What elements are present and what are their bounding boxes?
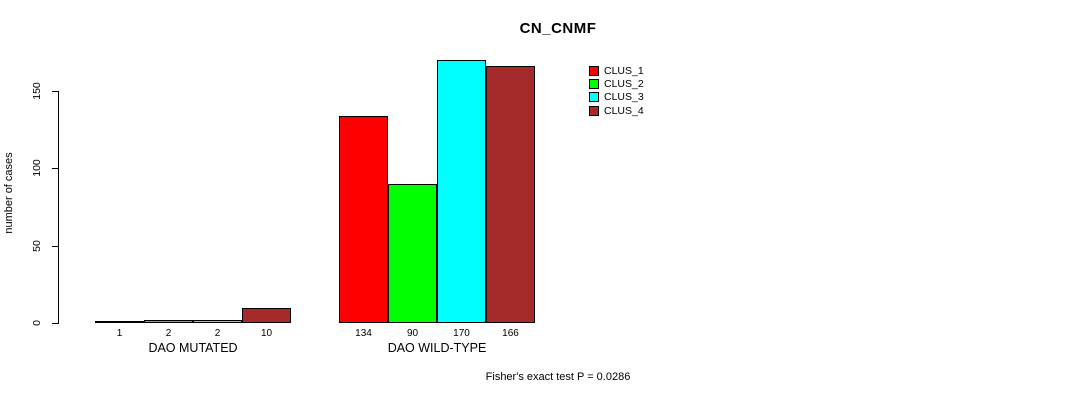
y-tick-label: 50 [31,239,43,252]
y-axis-tick [52,245,58,247]
legend-label: CLUS_4 [604,104,644,117]
legend-label: CLUS_1 [604,64,644,77]
y-axis-tick [52,323,58,324]
y-tick-label: 150 [31,82,43,100]
bar-clus_1 [95,321,144,323]
legend-label: CLUS_3 [604,91,644,104]
legend-label: CLUS_2 [604,77,644,90]
y-axis-line [58,90,59,324]
bar-value-label: 170 [453,328,470,339]
bar-value-label: 10 [260,328,273,339]
y-axis-tick [52,90,58,92]
legend-swatch [589,92,599,103]
y-axis-label: number of cases [3,152,15,234]
bar-value-label: 134 [355,328,372,339]
bar-value-label: 166 [502,328,519,339]
bar-value-label: 2 [214,328,221,339]
y-tick-label: 0 [31,320,43,326]
y-axis-tick [52,168,58,170]
stat-annotation: Fisher's exact test P = 0.0286 [485,371,631,383]
legend-swatch [589,105,599,116]
y-tick-label: 100 [31,159,43,178]
bar-clus_2 [388,184,437,323]
legend-swatch [589,78,599,89]
bar-clus_4 [486,66,535,323]
group-label: DAO MUTATED [148,341,238,355]
bar-value-label: 2 [165,328,172,339]
bar-value-label: 90 [406,328,419,339]
bar-clus_2 [144,320,193,323]
bar-clus_3 [193,320,242,323]
bar-clus_1 [339,116,388,323]
legend-swatch [589,65,599,76]
group-label: DAO WILD-TYPE [387,341,487,355]
chart-title: CN_CNMF [519,20,597,37]
bar-clus_4 [242,308,291,323]
bar-value-label: 1 [116,328,123,339]
bar-clus_3 [437,60,486,323]
